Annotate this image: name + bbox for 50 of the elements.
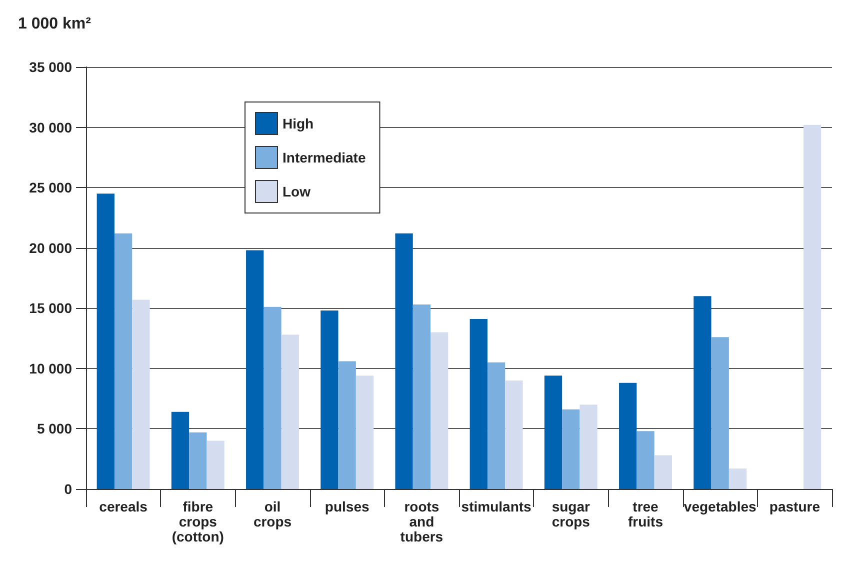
bar: [114, 233, 132, 489]
y-tick-label: 30 000: [29, 119, 72, 136]
y-tick-label: 0: [64, 481, 72, 497]
bar: [96, 194, 114, 489]
x-tick-label: cereals: [99, 498, 148, 514]
bar: [246, 250, 264, 489]
bar: [654, 455, 672, 489]
y-tick-label: 20 000: [29, 240, 72, 256]
bar: [562, 409, 580, 489]
x-tick-label: roots and tubers: [400, 498, 444, 544]
x-tick-label: pulses: [324, 498, 370, 514]
bar: [470, 318, 488, 489]
bar: [320, 310, 338, 489]
bar: [711, 337, 729, 489]
bar: [619, 382, 637, 489]
bar: [412, 304, 431, 489]
x-tick-label: sugar crops: [552, 498, 591, 530]
bar: [171, 412, 190, 489]
bar: [132, 300, 150, 489]
bar: [580, 404, 598, 489]
x-tick-label: pasture: [769, 498, 820, 514]
bar: [728, 468, 747, 489]
legend-label: Low: [282, 184, 311, 200]
x-tick-label: tree fruits: [628, 498, 664, 530]
bar: [189, 432, 207, 489]
bar: [804, 124, 822, 489]
bar: [487, 362, 506, 489]
bar: [264, 306, 282, 489]
y-tick-label: 10 000: [29, 360, 72, 376]
bar: [338, 361, 356, 489]
y-axis-title: 1 000 km²: [18, 16, 91, 32]
y-tick-label: 35 000: [29, 59, 72, 75]
y-tick-label: 5 000: [36, 420, 72, 437]
bar: [505, 380, 523, 489]
bar: [636, 431, 654, 489]
x-tick-label: oil crops: [253, 498, 292, 530]
bar: [544, 376, 562, 489]
legend-label: Intermediate: [282, 150, 366, 166]
legend-label: High: [282, 116, 314, 132]
x-tick-label: vegetables: [684, 498, 756, 514]
bar: [206, 440, 224, 489]
x-tick-label: fibre crops (cotton): [172, 498, 224, 544]
bar: [281, 334, 299, 489]
bar: [356, 376, 374, 489]
bar: [694, 296, 712, 489]
bar: [395, 233, 413, 489]
x-tick-label: stimulants: [461, 498, 532, 514]
bar: [430, 332, 448, 489]
y-tick-label: 25 000: [29, 180, 72, 196]
y-tick-label: 15 000: [29, 300, 72, 316]
